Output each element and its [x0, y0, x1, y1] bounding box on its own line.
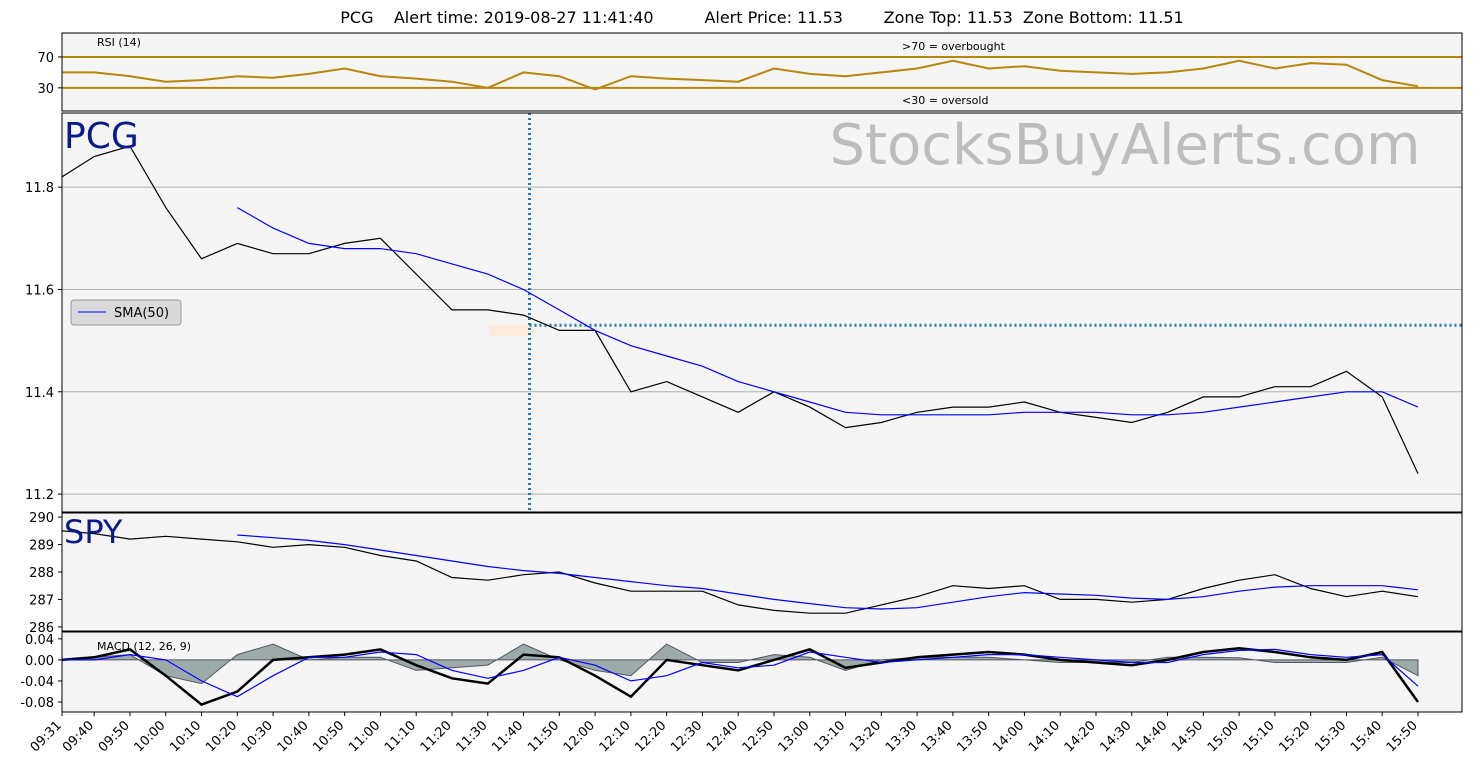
- series-line: [62, 59, 1419, 91]
- symbol: PCG: [340, 8, 373, 27]
- x-tick-label: 15:20: [1276, 718, 1313, 755]
- x-tick-label: 12:20: [632, 718, 669, 755]
- watermark: StocksBuyAlerts.com: [829, 113, 1420, 178]
- panel-frame: [61, 512, 1463, 632]
- series-line: [61, 647, 1420, 707]
- x-tick-label: 13:10: [811, 718, 848, 755]
- x-tick-label: 10:40: [275, 718, 312, 755]
- series-line: [237, 534, 1419, 610]
- x-tick-label: 14:00: [990, 718, 1027, 755]
- x-tick-label: 10:00: [131, 718, 168, 755]
- legend-box: [70, 299, 182, 326]
- x-tick-label: 11:20: [418, 718, 455, 755]
- annotation: MACD (12, 26, 9): [97, 640, 191, 653]
- y-tick-label: 287: [29, 593, 54, 608]
- x-tick-label: 13:30: [883, 718, 920, 755]
- x-tick-label: 11:00: [346, 718, 383, 755]
- x-tick-label: 14:40: [1133, 718, 1170, 755]
- x-tick-label: 09:50: [96, 718, 133, 755]
- x-tick-label: 09:40: [60, 718, 97, 755]
- y-tick-label: -0.04: [20, 675, 54, 690]
- x-tick-label: 14:20: [1062, 718, 1099, 755]
- zone-top-label: Zone Top:: [884, 8, 962, 27]
- series-line: [62, 648, 1419, 698]
- alert-zone: [489, 325, 535, 336]
- panel-frame: [61, 112, 1463, 513]
- annotation: <30 = oversold: [902, 94, 988, 107]
- x-tick-label: 14:10: [1026, 718, 1063, 755]
- y-tick-label: 11.8: [25, 181, 54, 196]
- x-tick-label: 13:20: [847, 718, 884, 755]
- panel: [62, 513, 1462, 631]
- y-tick-label: 289: [29, 539, 54, 554]
- y-tick-label: 0.00: [25, 654, 54, 669]
- series-line: [237, 207, 1419, 416]
- series-line: [61, 530, 1419, 614]
- panel-frame: [61, 32, 1463, 112]
- x-tick-label: 15:30: [1312, 718, 1349, 755]
- chart-title: PCG Alert time: 2019-08-27 11:41:40 Aler…: [340, 8, 1183, 27]
- x-tick-label: 12:10: [597, 718, 634, 755]
- symbol-label: PCG: [64, 116, 139, 157]
- x-tick-label: 15:00: [1205, 718, 1242, 755]
- x-tick-label: 10:20: [203, 718, 240, 755]
- x-tick-label: 12:00: [561, 718, 598, 755]
- x-tick-label: 09:31: [28, 718, 65, 755]
- alert-time-label: Alert time:: [394, 8, 479, 27]
- y-tick-label: 290: [29, 511, 54, 526]
- x-tick-label: 15:10: [1241, 718, 1278, 755]
- y-tick-label: -0.08: [20, 696, 54, 711]
- series-line: [61, 145, 1419, 474]
- zone-bottom-label: Zone Bottom:: [1023, 8, 1133, 27]
- y-tick-label: 11.2: [25, 488, 54, 503]
- x-tick-label: 12:50: [740, 718, 777, 755]
- y-tick-label: 70: [37, 51, 54, 66]
- panel: [62, 113, 1462, 512]
- alert-price: 11.53: [797, 8, 843, 27]
- x-tick-label: 13:00: [775, 718, 812, 755]
- annotation: >70 = overbought: [902, 40, 1006, 53]
- y-tick-label: 286: [29, 621, 54, 636]
- x-tick-label: 11:10: [382, 718, 419, 755]
- y-tick-label: 30: [37, 82, 54, 97]
- panel-frame: [61, 631, 1463, 713]
- alert-time: 2019-08-27 11:41:40: [484, 8, 654, 27]
- y-tick-label: 11.4: [25, 386, 54, 401]
- x-tick-label: 14:50: [1169, 718, 1206, 755]
- x-tick-label: 10:10: [167, 718, 204, 755]
- annotation: RSI (14): [97, 36, 141, 49]
- macd-histogram: [61, 643, 1419, 685]
- alert-price-label: Alert Price:: [704, 8, 792, 27]
- y-tick-label: 288: [29, 566, 54, 581]
- x-tick-label: 12:30: [668, 718, 705, 755]
- symbol-label: SPY: [64, 513, 123, 551]
- y-tick-label: 0.04: [25, 633, 54, 648]
- x-tick-label: 10:50: [310, 718, 347, 755]
- x-tick-label: 11:40: [489, 718, 526, 755]
- x-tick-label: 13:50: [954, 718, 991, 755]
- x-tick-label: 12:40: [704, 718, 741, 755]
- x-tick-label: 15:40: [1348, 718, 1385, 755]
- x-tick-label: 13:40: [919, 718, 956, 755]
- x-tick-label: 11:30: [453, 718, 490, 755]
- y-tick-label: 11.6: [25, 283, 54, 298]
- x-tick-label: 10:30: [239, 718, 276, 755]
- legend-label: SMA(50): [114, 306, 169, 321]
- x-tick-label: 11:50: [525, 718, 562, 755]
- x-tick-label: 15:50: [1384, 718, 1421, 755]
- zone-bottom: 11.51: [1138, 8, 1184, 27]
- panel: [62, 632, 1462, 712]
- zone-top: 11.53: [967, 8, 1013, 27]
- x-tick-label: 14:30: [1098, 718, 1135, 755]
